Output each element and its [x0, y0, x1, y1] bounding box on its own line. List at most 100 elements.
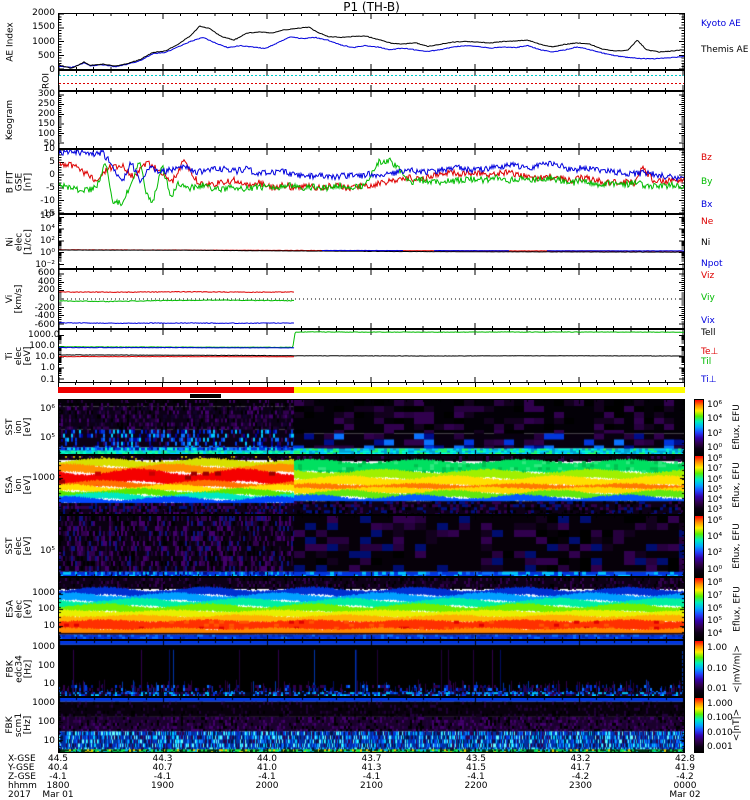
panel-roi	[58, 70, 685, 91]
mode-axis-tick	[92, 383, 94, 385]
axis-label-ni-0: Ni	[5, 236, 15, 247]
axis-value-x-gse-2: 44.0	[256, 754, 278, 764]
panel-esa_elec	[58, 577, 685, 640]
legend-ni: Ni	[701, 238, 711, 249]
legend-npot: Npot	[701, 259, 723, 270]
mode-axis-tick	[336, 383, 338, 385]
tick-label: 10⁴	[39, 223, 55, 234]
axis-value-z-gse-4: -4.1	[467, 772, 485, 782]
tick-label: 400	[37, 276, 55, 287]
series-bx	[59, 150, 684, 184]
tick-label: 2000	[32, 8, 55, 18]
axis-value-z-gse-0: -4.1	[49, 772, 67, 782]
tick-label: 1000	[32, 588, 55, 599]
colorbar-tick-label: 10⁰	[707, 564, 723, 575]
sst_elec-spectrogram	[59, 516, 684, 576]
mode-axis-tick	[249, 383, 251, 385]
fbk_scm-spectrogram	[59, 698, 684, 752]
mode-axis-tick	[197, 383, 199, 385]
mode-axis-tick	[527, 383, 529, 385]
panel-ni	[58, 214, 685, 269]
panel-fbk_edc	[58, 640, 685, 697]
mode-bar-segment-1	[293, 387, 685, 393]
colorbar-tick-label: 0.100	[707, 713, 733, 724]
axis-label-bfit-0: B FIT	[5, 170, 15, 193]
colorbar-tick-label: 0.010	[707, 727, 733, 738]
vi-plot	[59, 270, 684, 328]
colorbar-tick-label: 10⁵	[707, 484, 723, 495]
axis-value-x-gse-6: 42.8	[674, 754, 696, 764]
tick-label: 100	[37, 603, 55, 614]
tick-label: -600	[34, 319, 55, 330]
mode-axis-tick	[388, 383, 390, 385]
axis-value-z-gse-5: -4.2	[571, 772, 590, 782]
axis-label-esa_elec-1: elec	[14, 599, 24, 618]
colorbar-esa_ion	[694, 455, 704, 515]
legend-til: Til	[701, 356, 712, 367]
colorbar-tick-label: 0.01	[707, 684, 728, 695]
axis-row-label-2017: 2017	[8, 790, 31, 800]
tick-label: 10⁵	[39, 433, 55, 444]
colorbar-tick-label: 10⁶	[707, 603, 723, 614]
axis-value-z-gse-1: -4.1	[153, 772, 172, 782]
colorbar-unit-fbk_scm: <|nT|>	[732, 708, 742, 742]
colorbar-tick-label: 10⁷	[707, 464, 723, 475]
series-kyoto-ae	[59, 36, 684, 69]
colorbar-unit-sst_ion: Eflux, EFU	[732, 404, 742, 450]
colorbar-fbk_edc	[694, 640, 704, 697]
mode-axis-tick	[214, 383, 216, 385]
axis-label-bfit-1: GSE	[14, 172, 24, 191]
page-title: P1 (TH-B)	[343, 0, 400, 14]
roi-plot	[59, 71, 684, 90]
axis-value-y-gse-1: 40.7	[152, 763, 173, 773]
mode-axis-tick	[475, 383, 477, 387]
axis-value-hhmm-4: 2200	[464, 781, 488, 791]
mode-axis-tick	[266, 383, 268, 387]
axis-label-vi-1: [km/s]	[14, 284, 24, 314]
tick-label: 0	[49, 170, 55, 180]
colorbar-esa_elec	[694, 577, 704, 640]
tick-label: -15	[40, 209, 55, 219]
legend-bz: Bz	[701, 153, 712, 164]
mode-axis-tick	[127, 383, 129, 385]
series-vix	[59, 322, 294, 325]
esa_ion-spectrogram	[59, 456, 684, 514]
colorbar-tick-label: 10²	[707, 548, 723, 559]
mode-bar-black-mark	[189, 394, 221, 398]
mode-axis-tick	[284, 383, 286, 385]
colorbar-tick-label: 10⁴	[707, 532, 723, 543]
panel-bfit	[58, 149, 685, 214]
tick-label: 1000	[32, 472, 55, 483]
axis-value-hhmm-1: 1900	[151, 781, 174, 791]
colorbar-tick-label: 10⁶	[707, 399, 723, 410]
axis-value-2017-6: Mar 02	[669, 790, 701, 800]
tick-label: 1000	[32, 697, 55, 708]
mode-axis-tick	[457, 383, 459, 385]
colorbar-sst_ion	[694, 399, 704, 455]
axis-value-y-gse-6: 41.9	[674, 763, 696, 773]
tick-label: 5	[49, 157, 55, 167]
colorbar-tick-label: 10⁸	[707, 578, 723, 589]
mode-axis-tick	[75, 383, 77, 385]
tick-label: 50	[43, 138, 55, 149]
mode-axis-tick	[440, 383, 442, 385]
panel-vi	[58, 269, 685, 329]
axis-value-2017-0: Mar 01	[42, 790, 74, 800]
axis-value-z-gse-6: -4.2	[676, 772, 694, 782]
tick-label: 10	[43, 144, 55, 154]
axis-value-hhmm-0: 1800	[46, 781, 70, 791]
tick-label: 10.0	[34, 352, 55, 363]
axis-value-y-gse-2: 41.0	[256, 763, 278, 773]
tick-label: 200	[37, 109, 55, 120]
axis-value-x-gse-4: 43.5	[465, 754, 487, 764]
panel-esa_ion	[58, 455, 685, 515]
mode-axis-tick	[371, 383, 372, 387]
tick-label: 1500	[32, 22, 55, 33]
colorbar-unit-sst_elec: Eflux, EFU	[732, 523, 742, 569]
series-viy	[59, 299, 295, 303]
tick-label: 10	[43, 621, 55, 632]
mode-axis-tick	[614, 383, 616, 385]
series-themis-ae	[59, 25, 684, 69]
tick-label: 100	[37, 716, 55, 727]
tick-label: 10²	[39, 235, 55, 246]
